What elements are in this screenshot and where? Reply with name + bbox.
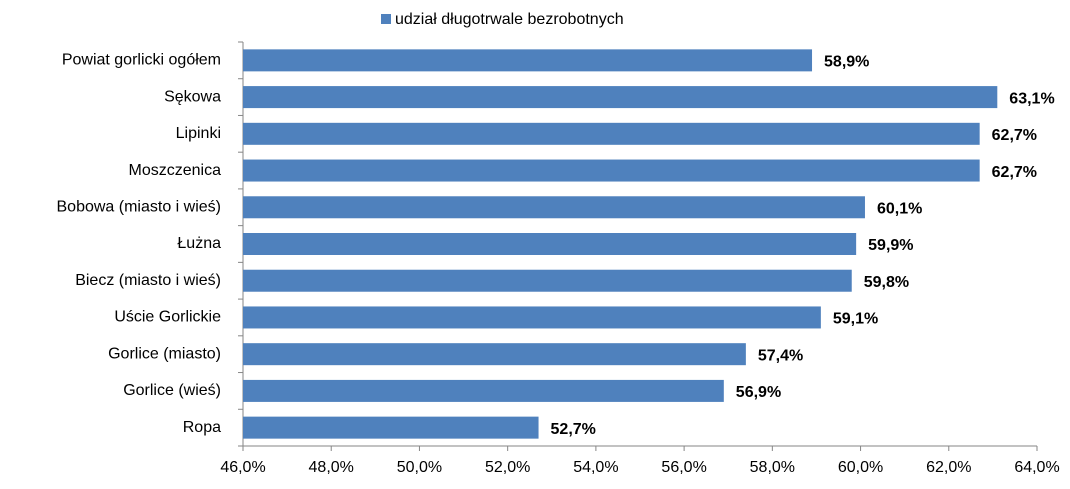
bar: [243, 159, 980, 182]
y-tick-label: Gorlice (miasto): [108, 345, 221, 362]
x-tick-label: 48,0%: [309, 459, 354, 476]
x-tick-label: 52,0%: [485, 459, 530, 476]
bar: [243, 233, 857, 255]
y-tick-label: Sękowa: [164, 88, 221, 105]
y-tick-label: Powiat gorlicki ogółem: [62, 52, 221, 69]
x-tick-label: 54,0%: [573, 459, 618, 476]
value-label: 62,7%: [992, 127, 1037, 144]
legend-label: udział długotrwale bezrobotnych: [395, 11, 624, 28]
y-tick-label: Biecz (miasto i wieś): [75, 272, 221, 289]
value-label: 59,9%: [868, 237, 913, 254]
y-tick-label: Łużna: [177, 235, 221, 252]
x-tick-label: 64,0%: [1014, 459, 1059, 476]
bar: [243, 416, 539, 439]
y-tick-label: Ropa: [183, 419, 221, 436]
y-tick-label: Uście Gorlickie: [114, 309, 221, 326]
x-tick-label: 60,0%: [838, 459, 883, 476]
value-label: 62,7%: [992, 164, 1037, 181]
bar: [243, 122, 980, 145]
x-tick-label: 50,0%: [397, 459, 442, 476]
y-tick-label: Bobowa (miasto i wieś): [57, 198, 222, 215]
bar: [243, 306, 821, 329]
value-label: 59,8%: [864, 274, 909, 291]
y-tick-label: Moszczenica: [129, 162, 222, 179]
value-label: 58,9%: [824, 54, 869, 71]
bar: [243, 269, 852, 292]
x-tick-label: 46,0%: [220, 459, 265, 476]
value-label: 63,1%: [1009, 90, 1054, 107]
x-tick-label: 58,0%: [750, 459, 795, 476]
value-label: 57,4%: [758, 347, 803, 364]
x-tick-label: 56,0%: [661, 459, 706, 476]
x-tick-label: 62,0%: [926, 459, 971, 476]
bar: [243, 86, 998, 109]
bar: [243, 49, 813, 72]
bar: [243, 343, 746, 366]
legend-swatch: [381, 14, 391, 24]
value-label: 60,1%: [877, 200, 922, 217]
y-tick-label: Gorlice (wieś): [123, 382, 221, 399]
bar: [243, 196, 865, 219]
y-tick-label: Lipinki: [176, 125, 221, 142]
value-label: 52,7%: [551, 421, 596, 438]
bar: [243, 379, 724, 402]
value-label: 59,1%: [833, 311, 878, 328]
value-label: 56,9%: [736, 384, 781, 401]
